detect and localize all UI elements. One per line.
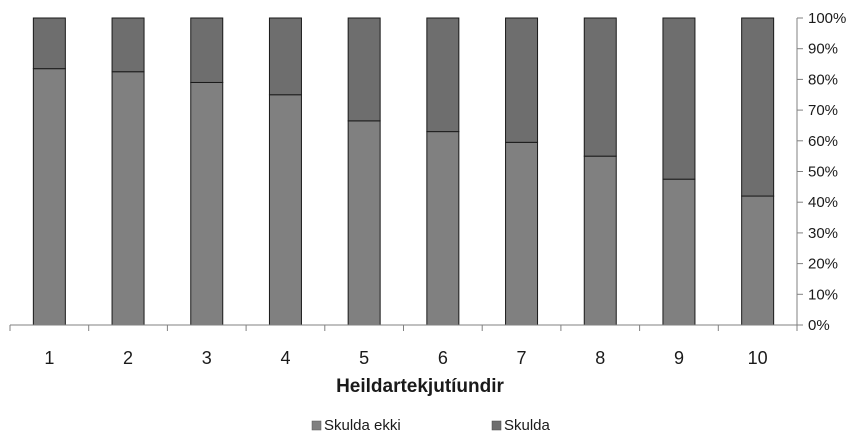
bar-segment-skulda-7 [505, 17, 539, 143]
x-tick-label: 10 [748, 348, 768, 368]
x-tick-label: 1 [44, 348, 54, 368]
x-tick-label: 3 [202, 348, 212, 368]
y-tick-label: 100% [808, 10, 846, 27]
bar-segment-skulda-ekki-3 [190, 81, 224, 326]
y-tick-label: 80% [808, 71, 838, 88]
axes-layer: 1 2 3 4 5 6 7 8 9 100%10%20%30%40%50%60%70%80%90%… [9, 10, 846, 368]
y-tick-label: 70% [808, 102, 838, 119]
bar-segment-skulda-ekki-4 [268, 94, 302, 326]
y-tick-label: 30% [808, 225, 838, 242]
legend-label-skulda-ekki: Skulda ekki [324, 417, 401, 434]
y-tick-label: 0% [808, 317, 830, 334]
bar-segment-skulda-ekki-9 [662, 178, 696, 326]
x-tick-label: 9 [674, 348, 684, 368]
bar-segment-skulda-1 [32, 17, 66, 70]
x-tick-label: 5 [359, 348, 369, 368]
bar-segment-skulda-ekki-2 [111, 71, 145, 326]
legend-label-skulda: Skulda [504, 417, 551, 434]
bar-segment-skulda-6 [426, 17, 460, 133]
bar-segment-skulda-3 [190, 17, 224, 83]
x-tick-label: 6 [438, 348, 448, 368]
bar-segment-skulda-ekki-1 [32, 68, 66, 326]
bar-segment-skulda-ekki-8 [583, 155, 617, 326]
x-tick-label: 2 [123, 348, 133, 368]
bar-segment-skulda-ekki-10 [741, 195, 775, 326]
x-tick-label: 8 [595, 348, 605, 368]
x-tick-label: 4 [280, 348, 290, 368]
y-tick-label: 50% [808, 164, 838, 181]
bars-layer [32, 17, 775, 326]
x-tick-label: 7 [517, 348, 527, 368]
y-tick-label: 20% [808, 256, 838, 273]
x-axis-label: Heildartekjutíundir [336, 376, 504, 397]
y-tick-label: 40% [808, 194, 838, 211]
bar-segment-skulda-ekki-5 [347, 120, 381, 326]
legend-swatch-skulda-ekki [311, 420, 322, 431]
bar-segment-skulda-8 [583, 17, 617, 157]
bar-segment-skulda-4 [268, 17, 302, 96]
bar-segment-skulda-2 [111, 17, 145, 73]
y-tick-label: 60% [808, 133, 838, 150]
bar-segment-skulda-9 [662, 17, 696, 180]
y-tick-label: 10% [808, 286, 838, 303]
bar-segment-skulda-ekki-6 [426, 131, 460, 326]
bar-segment-skulda-5 [347, 17, 381, 122]
bar-segment-skulda-10 [741, 17, 775, 197]
y-tick-label: 90% [808, 41, 838, 58]
bar-segment-skulda-ekki-7 [505, 141, 539, 326]
legend: Skulda ekki Skulda [311, 417, 551, 434]
legend-swatch-skulda [491, 420, 502, 431]
